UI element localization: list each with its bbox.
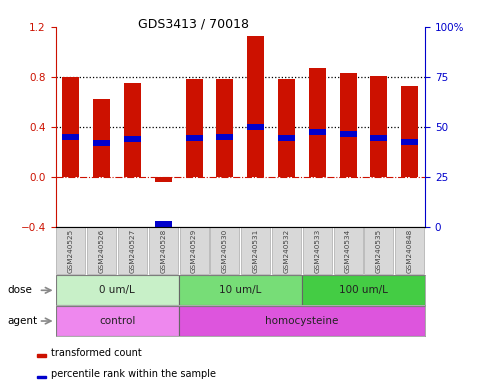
Bar [247, 124, 264, 130]
FancyBboxPatch shape [57, 227, 85, 274]
Bar [179, 275, 302, 305]
Bar [56, 306, 179, 336]
FancyBboxPatch shape [272, 227, 301, 274]
Bar [401, 86, 418, 177]
FancyBboxPatch shape [303, 227, 332, 274]
Bar [38, 376, 46, 379]
Text: GSM240527: GSM240527 [129, 228, 136, 273]
FancyBboxPatch shape [180, 227, 209, 274]
Bar [401, 139, 418, 145]
FancyBboxPatch shape [149, 227, 178, 274]
Bar [216, 134, 233, 140]
Bar [62, 77, 79, 177]
Text: GSM240529: GSM240529 [191, 228, 197, 273]
FancyBboxPatch shape [364, 227, 393, 274]
Text: control: control [99, 316, 135, 326]
Text: transformed count: transformed count [51, 348, 142, 358]
Text: GSM240534: GSM240534 [345, 228, 351, 273]
FancyBboxPatch shape [211, 227, 240, 274]
Bar [155, 177, 172, 182]
Text: GDS3413 / 70018: GDS3413 / 70018 [138, 17, 249, 30]
Text: GSM240526: GSM240526 [99, 228, 105, 273]
Bar [56, 275, 179, 305]
Bar [302, 275, 425, 305]
FancyBboxPatch shape [395, 227, 424, 274]
Bar [185, 135, 202, 141]
Text: GSM240531: GSM240531 [253, 228, 259, 273]
Bar [124, 83, 141, 177]
Bar [179, 306, 425, 336]
Bar [216, 79, 233, 177]
Bar [247, 36, 264, 177]
Bar [155, 221, 172, 227]
Bar [370, 135, 387, 141]
FancyBboxPatch shape [241, 227, 270, 274]
Bar [124, 136, 141, 142]
Text: GSM240848: GSM240848 [407, 228, 412, 273]
Bar [340, 73, 356, 177]
Text: GSM240535: GSM240535 [376, 228, 382, 273]
Text: 0 um/L: 0 um/L [99, 285, 135, 295]
FancyBboxPatch shape [118, 227, 147, 274]
FancyBboxPatch shape [87, 227, 116, 274]
Text: 10 um/L: 10 um/L [219, 285, 261, 295]
Text: agent: agent [7, 316, 37, 326]
Bar [278, 135, 295, 141]
Text: GSM240528: GSM240528 [160, 228, 166, 273]
FancyBboxPatch shape [334, 227, 363, 274]
Bar [278, 79, 295, 177]
Bar [370, 76, 387, 177]
Text: 100 um/L: 100 um/L [339, 285, 388, 295]
Bar [340, 131, 356, 137]
Text: GSM240533: GSM240533 [314, 228, 320, 273]
Text: homocysteine: homocysteine [265, 316, 339, 326]
Text: percentile rank within the sample: percentile rank within the sample [51, 369, 216, 379]
Bar [309, 68, 326, 177]
Bar [38, 354, 46, 357]
Bar [93, 140, 110, 146]
Bar [309, 129, 326, 135]
Text: GSM240530: GSM240530 [222, 228, 228, 273]
Text: GSM240525: GSM240525 [68, 228, 74, 273]
Bar [62, 134, 79, 140]
Bar [93, 99, 110, 177]
Text: GSM240532: GSM240532 [284, 228, 289, 273]
Bar [185, 79, 202, 177]
Text: dose: dose [7, 285, 32, 295]
